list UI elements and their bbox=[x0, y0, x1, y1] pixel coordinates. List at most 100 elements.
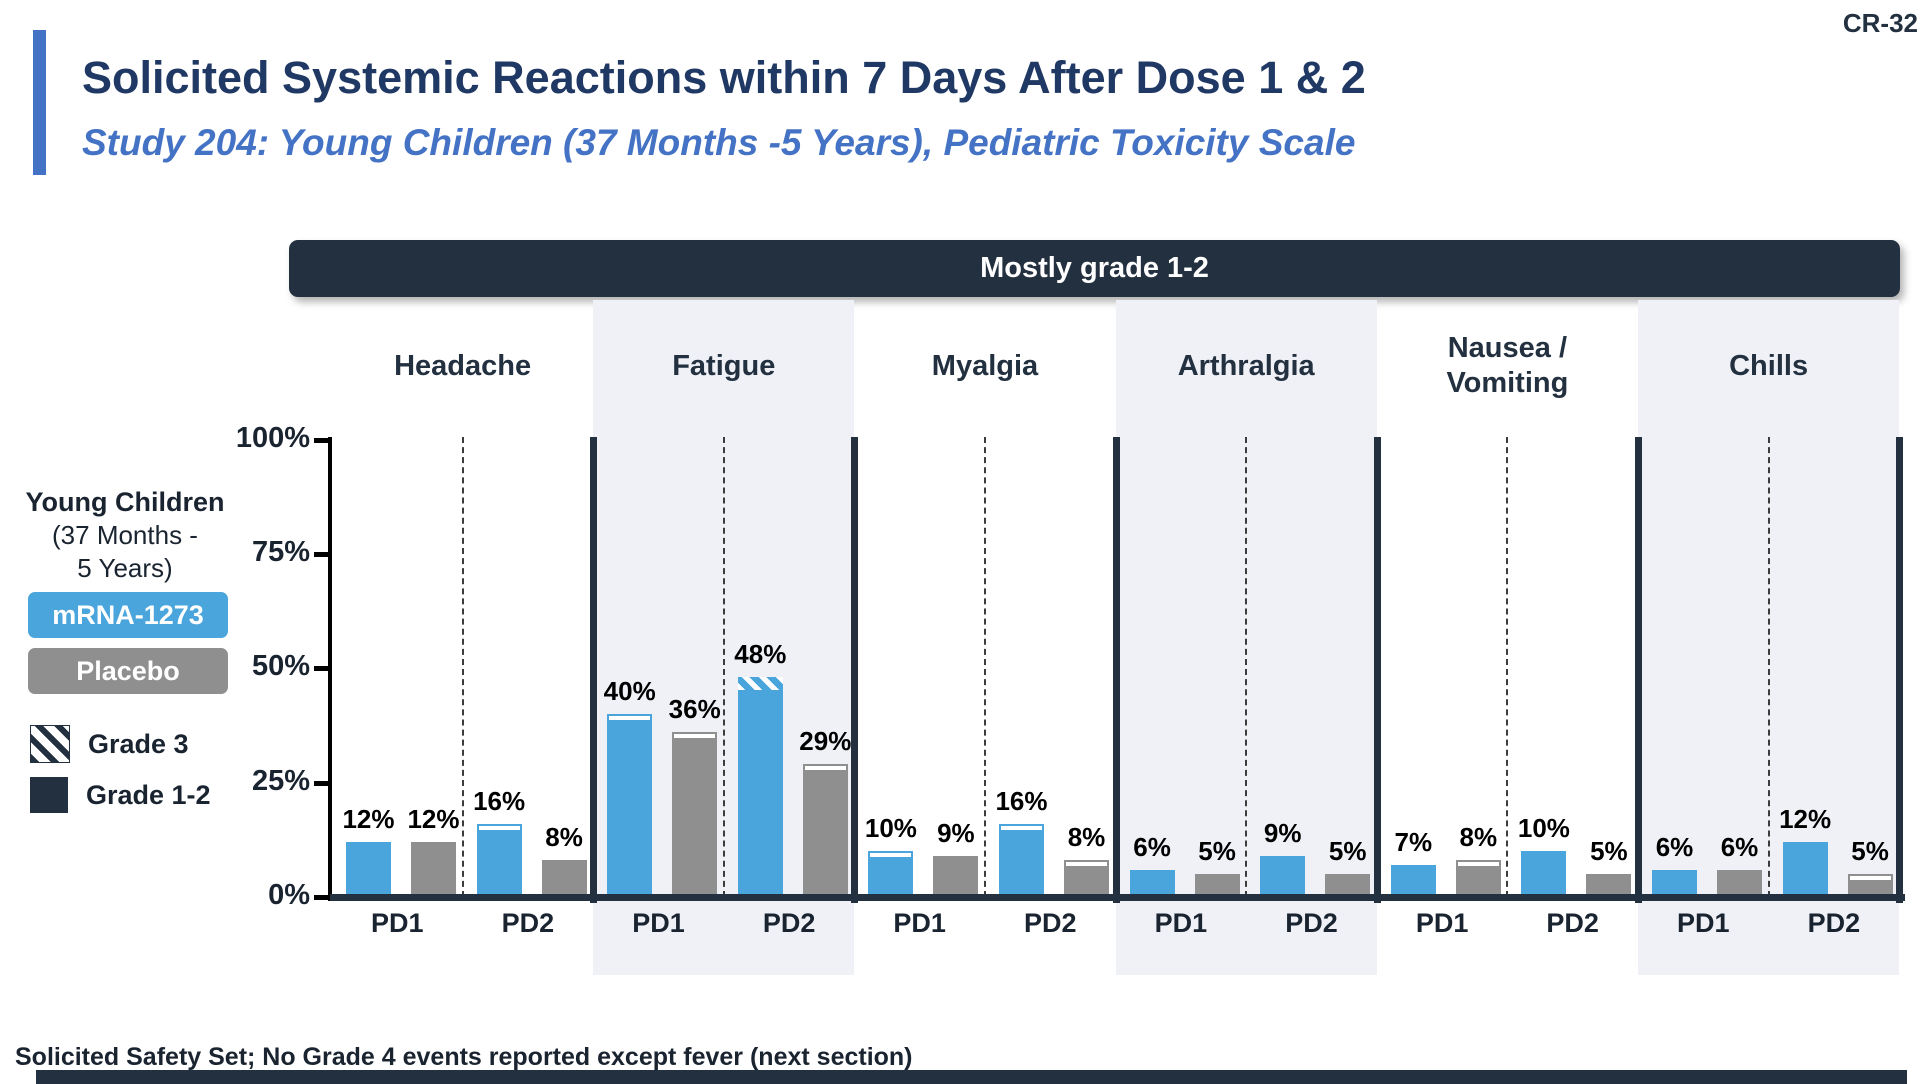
bar-value-label: 16% bbox=[995, 785, 1048, 816]
y-axis-tick bbox=[314, 552, 328, 558]
grade3-cap bbox=[672, 732, 718, 741]
bar-mrna1273 bbox=[1129, 869, 1175, 897]
category-separator bbox=[590, 437, 598, 903]
dose-label: PD1 bbox=[1154, 908, 1208, 938]
category-separator bbox=[1112, 437, 1120, 903]
bar-placebo bbox=[1847, 874, 1893, 897]
bar-value-label: 10% bbox=[1517, 813, 1570, 844]
legend-grade3: Grade 3 bbox=[30, 725, 189, 763]
bottom-divider-bar bbox=[36, 1070, 1907, 1084]
grade3-cap bbox=[476, 823, 522, 832]
grade3-cap bbox=[868, 851, 914, 860]
bar-placebo bbox=[672, 732, 718, 897]
page-title: Solicited Systemic Reactions within 7 Da… bbox=[82, 52, 1366, 103]
bar-value-label: 12% bbox=[1779, 804, 1832, 835]
dose-label: PD2 bbox=[1285, 908, 1338, 938]
bar-value-label: 5% bbox=[1851, 836, 1889, 867]
bar-value-label: 6% bbox=[1133, 831, 1171, 862]
bar-mrna1273 bbox=[1260, 855, 1306, 897]
bar-value-label: 7% bbox=[1394, 826, 1433, 857]
bar-value-label: 8% bbox=[545, 822, 583, 853]
bar-value-label: 6% bbox=[1655, 831, 1694, 862]
bar-mrna1273 bbox=[737, 677, 783, 897]
bar-value-label: 48% bbox=[734, 639, 787, 670]
bar-placebo bbox=[1586, 874, 1632, 897]
x-axis-line bbox=[330, 894, 1905, 901]
bar-placebo bbox=[411, 842, 456, 897]
bar-mrna1273 bbox=[476, 823, 522, 897]
grade3-cap bbox=[607, 714, 653, 723]
population-line1: Young Children bbox=[25, 487, 225, 517]
group-divider bbox=[461, 437, 464, 897]
bar-placebo bbox=[541, 860, 587, 897]
title-accent-bar bbox=[33, 30, 46, 175]
bar-placebo bbox=[1194, 874, 1240, 897]
grade3-cap bbox=[1455, 860, 1501, 869]
bar-mrna1273 bbox=[1782, 842, 1828, 897]
category-header: Nausea / Vomiting bbox=[1446, 332, 1569, 399]
dose-label: PD1 bbox=[632, 908, 685, 938]
group-divider bbox=[984, 437, 986, 897]
y-axis-tick bbox=[314, 895, 328, 900]
category-header: Arthralgia bbox=[1177, 349, 1315, 382]
bar-mrna1273 bbox=[1652, 869, 1697, 897]
bar-value-label: 5% bbox=[1590, 836, 1628, 867]
category-header: Myalgia bbox=[931, 349, 1039, 382]
slide-code: CR-32 bbox=[1842, 8, 1918, 38]
bar-value-label: 9% bbox=[1263, 817, 1302, 848]
bar-mrna1273 bbox=[1390, 864, 1436, 897]
population-line3: 5 Years) bbox=[77, 553, 173, 583]
footer-note: Solicited Safety Set; No Grade 4 events … bbox=[15, 1043, 913, 1071]
dose-label: PD2 bbox=[1807, 908, 1861, 938]
bar-mrna1273 bbox=[607, 714, 653, 897]
category-separator bbox=[1896, 437, 1904, 903]
bar-placebo bbox=[1325, 874, 1371, 897]
grade3-cap bbox=[802, 764, 848, 773]
bar-value-label: 40% bbox=[603, 676, 656, 707]
summary-banner-label: Mostly grade 1-2 bbox=[980, 252, 1209, 284]
category-separator bbox=[851, 437, 859, 903]
bar-mrna1273 bbox=[1521, 851, 1567, 897]
y-axis-line bbox=[328, 437, 332, 901]
y-axis-tick bbox=[314, 666, 328, 672]
dose-label: PD2 bbox=[762, 908, 816, 938]
legend-grade12: Grade 1-2 bbox=[30, 776, 211, 814]
dose-label: PD2 bbox=[1024, 908, 1077, 938]
dose-label: PD1 bbox=[1415, 908, 1469, 938]
grade12-label: Grade 1-2 bbox=[86, 780, 211, 810]
legend-placebo-chip: Placebo bbox=[28, 648, 228, 694]
category-separator bbox=[1373, 437, 1381, 903]
dose-label: PD1 bbox=[371, 908, 424, 938]
bar-mrna1273 bbox=[868, 851, 914, 897]
bar-value-label: 8% bbox=[1067, 822, 1106, 853]
bar-value-label: 36% bbox=[668, 694, 721, 725]
bar-value-label: 29% bbox=[799, 726, 852, 757]
category-header: Fatigue bbox=[672, 349, 776, 382]
population-line2: (37 Months - bbox=[52, 520, 198, 550]
bar-value-label: 5% bbox=[1328, 836, 1367, 867]
grade3-hatch-swatch bbox=[30, 725, 70, 763]
bar-value-label: 12% bbox=[407, 804, 460, 835]
dose-label: PD1 bbox=[1677, 908, 1730, 938]
bar-value-label: 12% bbox=[342, 804, 395, 835]
bar-value-label: 16% bbox=[473, 785, 526, 816]
dose-label: PD2 bbox=[1546, 908, 1599, 938]
dose-label: PD2 bbox=[501, 908, 555, 938]
bar-placebo bbox=[1064, 860, 1109, 897]
bar-placebo bbox=[1455, 860, 1501, 897]
group-divider bbox=[1767, 437, 1770, 897]
y-axis-tick-label: 75% bbox=[251, 536, 310, 569]
bar-value-label: 6% bbox=[1720, 831, 1759, 862]
dose-label: PD1 bbox=[893, 908, 946, 938]
y-axis-tick-label: 0% bbox=[268, 879, 310, 911]
bar-placebo bbox=[1717, 869, 1762, 897]
bar-placebo bbox=[802, 764, 848, 897]
group-divider bbox=[1506, 437, 1509, 897]
y-axis-tick-label: 50% bbox=[251, 650, 310, 683]
category-header: Headache bbox=[394, 349, 532, 382]
group-divider bbox=[1245, 437, 1248, 897]
legend-mrna1273-chip: mRNA-1273 bbox=[28, 592, 228, 638]
grade3-label: Grade 3 bbox=[88, 729, 189, 759]
bar-value-label: 10% bbox=[864, 813, 917, 844]
